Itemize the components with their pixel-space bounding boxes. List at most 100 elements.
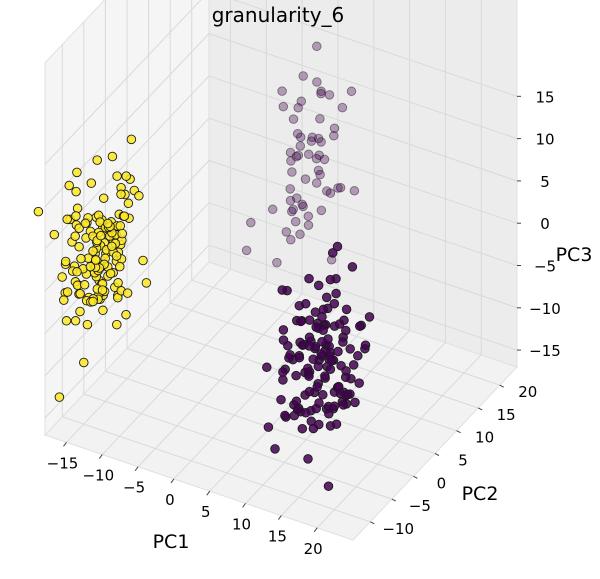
data-point [74,242,84,252]
data-point [298,71,308,81]
data-point [353,351,363,361]
data-point [325,188,336,198]
grid-line [62,416,371,523]
data-point [121,309,131,320]
data-point [241,245,252,256]
data-point [75,306,85,317]
data-point [72,203,83,214]
y-tick-label: −5 [409,497,431,515]
data-point [316,205,327,216]
data-point [79,357,89,368]
data-point [86,178,97,188]
grid-line [105,370,414,477]
data-point [343,389,353,400]
data-point [97,285,108,295]
data-point [349,186,360,196]
data-point [364,312,375,322]
data-point [315,114,325,124]
data-point [287,206,297,217]
z-tick-label: −5 [534,258,556,276]
data-point [267,204,278,215]
data-point [331,288,341,299]
data-point [62,287,73,297]
data-point [115,221,126,231]
data-point [341,366,351,376]
data-point [72,167,82,178]
data-point [75,288,85,299]
data-point [296,316,306,327]
data-point [70,231,80,241]
grid-line [148,325,457,432]
data-point [113,278,123,288]
data-point [285,350,295,360]
data-point [60,256,71,267]
data-point [292,128,303,139]
data-point [278,101,289,112]
data-point [293,403,304,414]
y-tick-label: 5 [458,452,468,470]
data-point [276,394,286,405]
data-point [290,216,301,227]
data-point [313,133,324,144]
data-point [138,255,148,266]
data-point [74,223,84,233]
data-point [306,416,317,427]
data-point [320,371,330,381]
data-point [315,169,325,180]
data-point [303,454,313,464]
data-point [316,88,326,99]
data-point [327,248,338,258]
data-point [280,410,290,421]
data-point [85,261,96,272]
data-point [286,235,296,245]
data-point [103,218,113,229]
data-point [334,319,345,329]
data-point [324,409,334,419]
chart-title: granularity_6 [212,3,345,27]
data-point [71,186,81,197]
data-point [107,151,118,162]
data-point [295,141,306,151]
data-point [246,217,256,228]
data-point [270,444,280,454]
x-tick [206,490,211,496]
data-point [303,220,314,230]
x-tick [98,454,103,459]
data-point [333,346,343,357]
data-point [121,171,131,181]
y-tick-label: 0 [437,474,447,492]
grid-line [44,160,210,334]
grid-line [208,160,518,266]
data-point [141,278,152,288]
data-point [112,171,122,181]
data-point [288,114,299,124]
grid-line [208,202,518,309]
data-point [304,332,315,343]
grid-line [44,244,210,419]
data-point [92,155,102,165]
axes-grid [44,0,518,529]
data-point [119,211,130,221]
data-point [64,180,74,191]
data-point [111,251,122,261]
data-point [303,211,314,221]
y-tick [434,453,440,456]
grid-line [83,393,393,500]
data-point [308,354,318,364]
x-tick-label: −5 [123,479,145,497]
data-point [325,347,336,358]
x-tick-label: 10 [232,515,251,533]
data-point [122,288,133,298]
data-point [98,193,109,203]
data-point [88,296,98,307]
data-point [325,421,336,431]
data-point [329,401,340,412]
x-tick-label: −10 [82,467,114,485]
data-point [123,198,134,209]
z-axis-label: PC3 [556,244,593,266]
x-tick-label: 0 [165,491,175,509]
data-point [291,370,301,381]
data-point [278,335,289,345]
data-point [82,319,93,330]
